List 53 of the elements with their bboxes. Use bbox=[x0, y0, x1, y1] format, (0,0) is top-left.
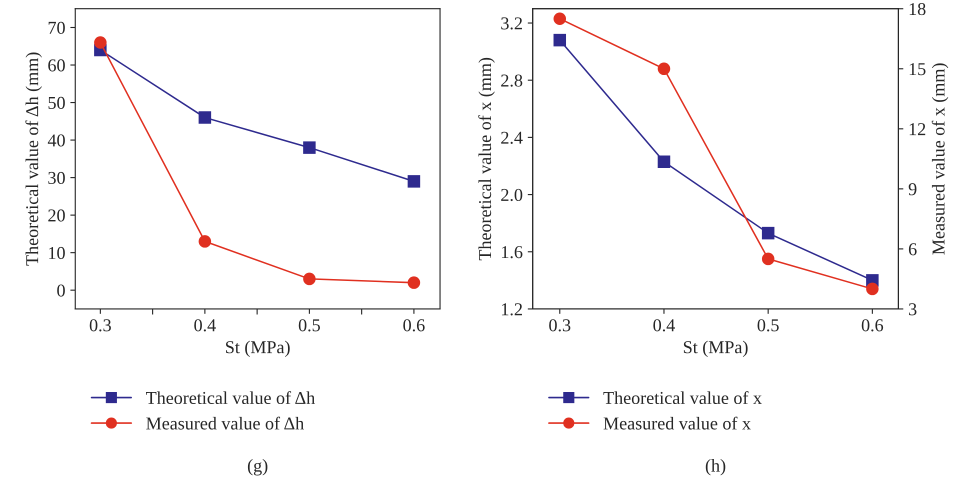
y-tick-label: 3.2 bbox=[501, 17, 522, 30]
point bbox=[303, 272, 316, 286]
point bbox=[408, 276, 420, 289]
y-tick-label: 2.0 bbox=[501, 188, 522, 202]
x-tick-label: 0.4 bbox=[194, 319, 216, 332]
y-tick-label: 1.6 bbox=[502, 246, 522, 258]
y2-tick-label: 12 bbox=[910, 123, 926, 136]
point bbox=[866, 282, 879, 296]
y-tick-label: 60 bbox=[48, 59, 65, 72]
y-axis-title: Theoretical value of Δh (mm) bbox=[25, 52, 42, 266]
y-tick-label: 40 bbox=[48, 134, 65, 147]
y-tick-label: 1.2 bbox=[502, 303, 522, 316]
y-tick-label: 70 bbox=[48, 22, 65, 34]
x-axis-title: St (MPa) bbox=[684, 340, 748, 357]
y-tick-label: 2.8 bbox=[501, 74, 522, 87]
point bbox=[658, 155, 670, 168]
y2-tick-label: 18 bbox=[910, 2, 926, 16]
legend-label: Theoretical value of x bbox=[603, 391, 762, 404]
y-tick-label: 10 bbox=[49, 246, 65, 260]
point bbox=[94, 36, 107, 49]
point bbox=[762, 252, 774, 266]
x-tick-label: 0.4 bbox=[653, 319, 675, 332]
point bbox=[303, 141, 316, 154]
y2-tick-label: 15 bbox=[910, 63, 926, 76]
text: (g) bbox=[248, 459, 268, 476]
x-tick-label: 0.6 bbox=[403, 319, 425, 332]
point bbox=[554, 34, 566, 46]
y-tick-label: 50 bbox=[48, 96, 65, 109]
y-tick-label: 2.4 bbox=[501, 132, 523, 144]
y-axis-title: Theoretical value of x (mm) bbox=[478, 58, 495, 260]
x-axis-title: St (MPa) bbox=[226, 340, 290, 357]
x-tick-label: 0.3 bbox=[90, 319, 111, 332]
point bbox=[658, 62, 670, 76]
legend-label: Measured value of x bbox=[604, 416, 751, 430]
point bbox=[198, 235, 212, 248]
point bbox=[554, 12, 566, 25]
legend-label: Theoretical value of Δh bbox=[146, 391, 315, 404]
y-tick-label: 30 bbox=[48, 172, 65, 184]
x-tick-label: 0.5 bbox=[758, 319, 779, 332]
y2-tick-label: 9 bbox=[908, 183, 916, 196]
x-tick-label: 0.6 bbox=[862, 319, 884, 332]
y-tick-label: 20 bbox=[48, 209, 65, 222]
x-tick-label: 0.5 bbox=[298, 319, 320, 332]
y2-tick-label: 3 bbox=[909, 303, 916, 316]
x-tick-label: 0.3 bbox=[549, 319, 570, 332]
point bbox=[198, 111, 212, 124]
point bbox=[762, 226, 774, 240]
legend-label: Measured value of Δh bbox=[146, 416, 304, 430]
text: (h) bbox=[706, 459, 726, 476]
y2-axis-title: Measured value of x (mm) bbox=[932, 63, 948, 255]
y-tick-label: 0 bbox=[57, 284, 65, 297]
y2-tick-label: 6 bbox=[908, 243, 917, 256]
point bbox=[408, 175, 420, 188]
